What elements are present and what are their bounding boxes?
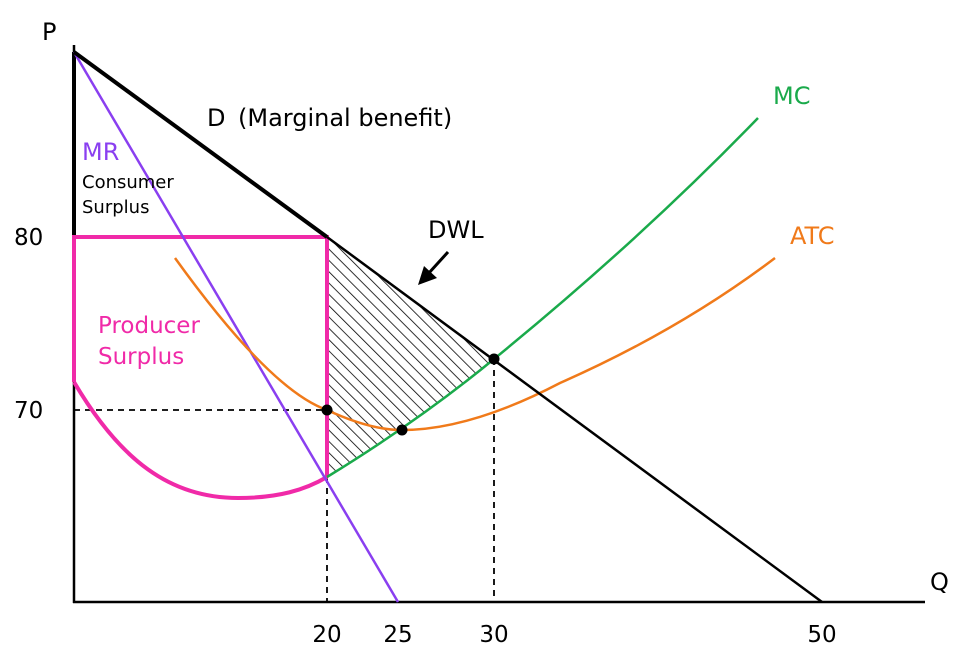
y-axis-label: P xyxy=(42,18,56,46)
consumer-surplus-label-line2: Surplus xyxy=(82,197,149,218)
mr-curve xyxy=(72,51,400,603)
efficient-point xyxy=(488,353,500,365)
dwl-area xyxy=(327,237,494,477)
producer-surplus-outline xyxy=(72,235,329,477)
producer-surplus-label-line2: Surplus xyxy=(98,344,184,370)
x-tick-50: 50 xyxy=(807,622,836,648)
atc-minimum-point xyxy=(396,424,408,436)
demand-note-label: (Marginal benefit) xyxy=(238,104,452,132)
atc-curve xyxy=(173,257,776,432)
y-tick-70: 70 xyxy=(14,398,43,424)
demand-label: D xyxy=(207,104,225,132)
mc-label: MC xyxy=(773,82,810,110)
dwl-arrow-head xyxy=(418,266,437,285)
producer-surplus-bottom-curve xyxy=(72,380,329,501)
mc-curve xyxy=(326,117,759,479)
x-tick-30: 30 xyxy=(479,622,508,648)
monopoly-price-point xyxy=(321,404,333,416)
y-tick-80: 80 xyxy=(14,225,43,251)
dwl-arrow-shaft xyxy=(426,250,450,276)
producer-surplus-label-line1: Producer xyxy=(98,313,200,339)
demand-curve xyxy=(326,235,823,604)
dwl-label: DWL xyxy=(428,216,484,244)
consumer-surplus-label-line1: Consumer xyxy=(82,172,174,193)
x-axis-label: Q xyxy=(930,568,949,596)
atc-label: ATC xyxy=(790,222,835,250)
x-tick-20: 20 xyxy=(312,622,341,648)
demand-curve-thick xyxy=(72,50,329,239)
mr-label: MR xyxy=(82,138,119,166)
x-tick-25: 25 xyxy=(383,622,412,648)
